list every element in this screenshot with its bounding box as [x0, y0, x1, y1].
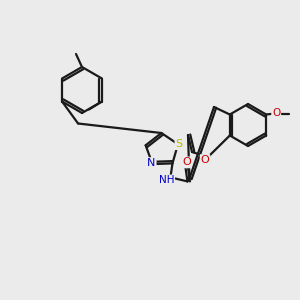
- Text: O: O: [182, 158, 191, 167]
- Text: O: O: [272, 107, 280, 118]
- Text: NH: NH: [159, 176, 174, 185]
- Text: O: O: [201, 155, 209, 165]
- Text: N: N: [147, 158, 156, 168]
- Text: S: S: [176, 139, 182, 149]
